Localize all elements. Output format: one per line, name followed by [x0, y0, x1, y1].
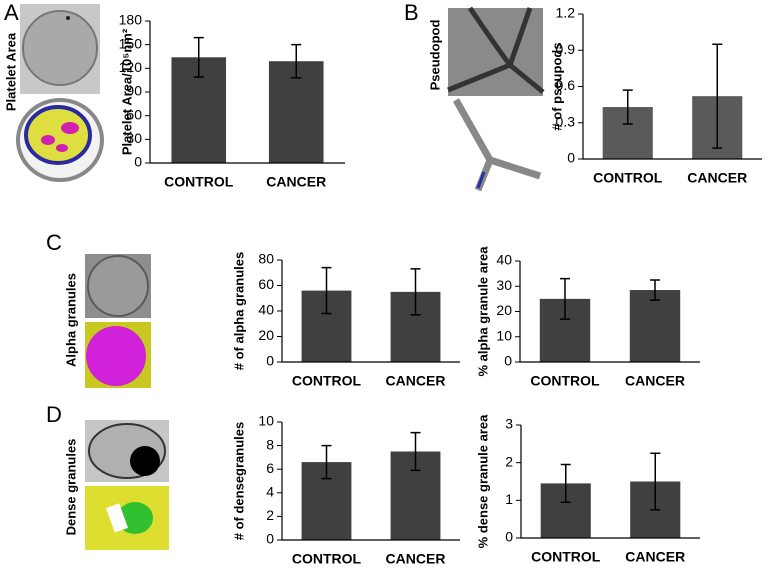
- x-tick-label: CANCER: [266, 174, 326, 190]
- axis-line: [281, 260, 460, 363]
- y-tick-label: 0: [266, 353, 274, 369]
- y-tick-label: 4: [266, 484, 274, 500]
- error-bar: [291, 43, 302, 79]
- image-label: Dense granules: [63, 439, 78, 536]
- x-tick-label: CANCER: [687, 170, 747, 186]
- y-tick-label: 60: [126, 106, 142, 122]
- error-bar: [622, 89, 633, 125]
- error-bar: [560, 277, 570, 320]
- y-axis-label: % alpha granule area: [475, 246, 490, 377]
- micrograph: [16, 4, 104, 182]
- y-tick-label: 6: [266, 460, 274, 476]
- y-tick-label: 2: [505, 453, 513, 469]
- y-tick-label: 30: [126, 130, 142, 146]
- error-bar: [650, 279, 660, 301]
- error-bar: [193, 36, 204, 78]
- y-axis-label: Platelet Area/10⁵nm²: [119, 28, 134, 155]
- x-tick-label: CONTROL: [531, 549, 601, 565]
- error-bar: [410, 268, 421, 316]
- y-tick-label: 40: [496, 252, 512, 268]
- x-tick-label: CANCER: [386, 373, 446, 389]
- y-tick-label: 120: [119, 59, 143, 75]
- axis-line: [281, 422, 460, 541]
- x-tick-label: CONTROL: [292, 551, 362, 567]
- axis-line: [520, 425, 700, 539]
- image-label: Pseudopod: [427, 20, 442, 91]
- y-tick-label: 2: [266, 507, 274, 523]
- y-tick-label: 10: [258, 413, 274, 429]
- y-tick-label: 40: [258, 302, 274, 318]
- micrograph: [85, 254, 151, 388]
- x-tick-label: CANCER: [386, 551, 446, 567]
- error-bar: [410, 431, 421, 472]
- y-axis-label: # of pseupods: [549, 42, 564, 130]
- y-tick-label: 0: [504, 353, 512, 369]
- y-tick-label: 0: [567, 150, 575, 166]
- y-tick-label: 60: [258, 276, 274, 292]
- image-label: Alpha granules: [63, 273, 78, 367]
- y-tick-label: 90: [126, 83, 142, 99]
- panel-letter: A: [4, 0, 19, 25]
- micrograph: [85, 420, 169, 550]
- y-axis-label: # of alpha granules: [231, 252, 246, 370]
- y-tick-label: 0: [266, 531, 274, 547]
- y-tick-label: 8: [266, 436, 274, 452]
- x-tick-label: CONTROL: [593, 170, 663, 186]
- y-tick-label: 1: [505, 491, 513, 507]
- image-label: Platelet Area: [3, 32, 18, 111]
- axis-line: [149, 21, 345, 164]
- y-tick-label: 3: [505, 416, 513, 432]
- x-tick-label: CANCER: [625, 373, 685, 389]
- x-tick-label: CONTROL: [164, 174, 234, 190]
- panel-letter: B: [404, 0, 419, 25]
- y-tick-label: 1.2: [556, 5, 576, 21]
- error-bar: [560, 463, 571, 503]
- y-tick-label: 10: [496, 327, 512, 343]
- y-tick-label: 20: [258, 327, 274, 343]
- y-tick-label: 0.3: [556, 113, 576, 129]
- y-axis-label: # of densegranules: [231, 422, 246, 540]
- error-bar: [712, 43, 723, 149]
- y-tick-label: 0: [505, 529, 513, 545]
- y-tick-label: 0.6: [556, 77, 576, 93]
- panel-letter: D: [46, 402, 62, 427]
- x-tick-label: CONTROL: [292, 373, 362, 389]
- axis-line: [519, 261, 700, 363]
- y-tick-label: 0.9: [556, 41, 576, 57]
- panel-letter: C: [46, 230, 62, 255]
- y-tick-label: 80: [258, 251, 274, 267]
- y-tick-label: 0: [134, 154, 142, 170]
- axis-line: [582, 14, 762, 160]
- error-bar: [321, 444, 332, 480]
- y-tick-label: 30: [496, 277, 512, 293]
- y-tick-label: 150: [119, 35, 143, 51]
- x-tick-label: CONTROL: [530, 373, 600, 389]
- error-bar: [650, 452, 661, 511]
- x-tick-label: CANCER: [625, 549, 685, 565]
- y-axis-label: % dense granule area: [475, 414, 490, 548]
- error-bar: [321, 266, 332, 315]
- bar: [629, 290, 681, 362]
- y-tick-label: 20: [496, 302, 512, 318]
- y-tick-label: 180: [119, 12, 143, 28]
- micrograph: [447, 6, 545, 192]
